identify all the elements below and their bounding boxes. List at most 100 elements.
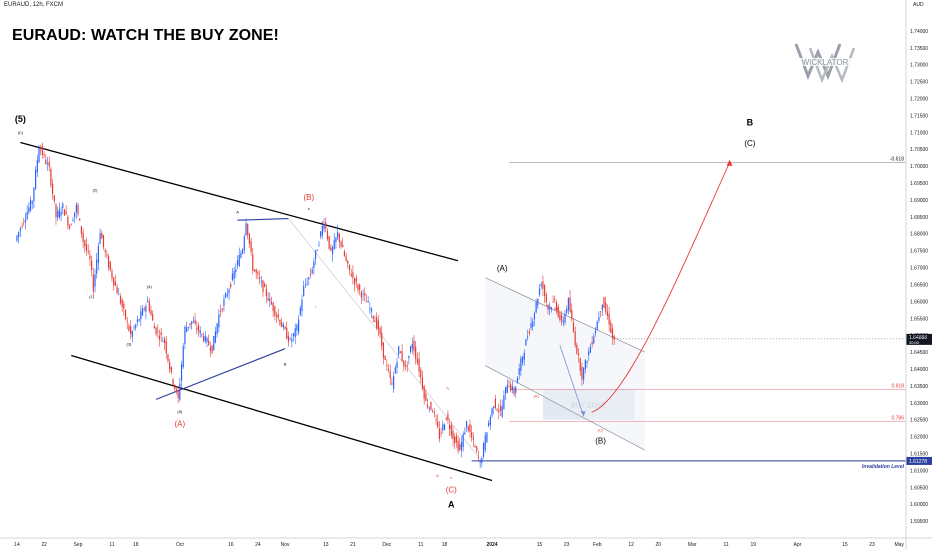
candle-body bbox=[153, 325, 155, 329]
candle-body bbox=[491, 408, 493, 416]
candle-body bbox=[236, 260, 239, 265]
y-tick-label: 1.59500 bbox=[910, 519, 928, 525]
candle-body bbox=[36, 160, 38, 173]
candle-body bbox=[443, 424, 446, 431]
candle-body bbox=[360, 291, 362, 298]
candle-body bbox=[603, 297, 605, 308]
candle-body bbox=[287, 335, 290, 342]
candle-body bbox=[123, 303, 125, 309]
candle-body bbox=[106, 254, 108, 256]
candle-body bbox=[367, 301, 369, 303]
candle-body bbox=[372, 316, 374, 319]
candle-body bbox=[421, 377, 424, 389]
y-tick-label: 1.71000 bbox=[910, 130, 928, 136]
candle-body bbox=[600, 311, 602, 313]
candle-body bbox=[169, 362, 171, 370]
candle-body bbox=[496, 409, 498, 411]
projection-leg-down bbox=[559, 345, 585, 417]
candle-body bbox=[284, 327, 286, 329]
y-tick-label: 1.65500 bbox=[910, 316, 928, 322]
chart-title: EURAUD: WATCH THE BUY ZONE! bbox=[12, 27, 279, 44]
candle-body bbox=[267, 298, 269, 301]
candle-body bbox=[311, 269, 313, 274]
projection-leg-arrow bbox=[580, 411, 586, 417]
candle-body bbox=[304, 284, 306, 286]
candle-body bbox=[147, 300, 149, 303]
candle-body bbox=[494, 398, 497, 409]
candle-body bbox=[50, 169, 52, 186]
projection-arrowhead bbox=[726, 159, 733, 166]
wave-label: (4) bbox=[147, 284, 153, 289]
candle-body bbox=[314, 250, 317, 259]
wave-label: (C) bbox=[744, 139, 755, 148]
candle-body bbox=[160, 332, 162, 336]
correction-lower-line bbox=[485, 365, 645, 451]
triangle-diagonal-line bbox=[288, 218, 479, 458]
wave-label: (B) bbox=[303, 193, 314, 202]
x-tick-label: 18 bbox=[442, 542, 448, 548]
candle-body bbox=[65, 211, 67, 215]
candle-body bbox=[594, 330, 597, 334]
y-tick-label: 1.68500 bbox=[910, 215, 928, 221]
candle-body bbox=[155, 327, 157, 335]
candle-body bbox=[552, 301, 554, 303]
candle-body bbox=[560, 314, 563, 322]
candle-body bbox=[303, 285, 305, 296]
candle-body bbox=[445, 418, 447, 420]
x-tick-label: 19 bbox=[751, 542, 757, 548]
candle-body bbox=[75, 204, 77, 213]
candle-body bbox=[77, 204, 79, 214]
candle-body bbox=[313, 261, 315, 268]
candle-body bbox=[513, 388, 515, 395]
candle-body bbox=[119, 295, 122, 304]
candle-body bbox=[94, 274, 96, 287]
candle-body bbox=[60, 212, 62, 216]
wave-label: (2) bbox=[93, 187, 99, 192]
candle-body bbox=[442, 424, 444, 430]
candle-body bbox=[113, 277, 115, 286]
candle-body bbox=[571, 309, 573, 320]
wave-label: i bbox=[315, 304, 316, 309]
candle-body bbox=[53, 195, 55, 202]
candle-body bbox=[84, 240, 86, 247]
candle-body bbox=[353, 278, 356, 285]
candle-body bbox=[476, 446, 478, 451]
candle-body bbox=[28, 207, 30, 213]
candle-body bbox=[189, 323, 191, 325]
wave-label: (3) bbox=[126, 341, 132, 346]
candle-body bbox=[482, 443, 485, 457]
candle-body bbox=[386, 364, 388, 366]
x-tick-label: 12 bbox=[628, 542, 634, 548]
candle-body bbox=[596, 321, 598, 331]
y-tick-label: 1.69000 bbox=[910, 198, 928, 204]
y-tick-label: 1.69500 bbox=[910, 181, 928, 187]
candle-body bbox=[163, 338, 166, 344]
candle-body bbox=[369, 308, 371, 309]
candle-body bbox=[503, 395, 505, 409]
y-tick-label: 1.61000 bbox=[910, 468, 928, 474]
candle-body bbox=[583, 367, 585, 380]
wave-label: (5) bbox=[177, 409, 183, 414]
correction-channel-fill bbox=[485, 277, 645, 451]
y-tick-label: 1.62500 bbox=[910, 418, 928, 424]
y-tick-label: 1.64500 bbox=[910, 350, 928, 356]
wave-label: A bbox=[448, 500, 455, 510]
wave-label: A bbox=[236, 209, 239, 214]
last-price-tag bbox=[906, 333, 932, 345]
candle-body bbox=[396, 362, 398, 368]
candle-body bbox=[515, 386, 517, 393]
candle-body bbox=[389, 371, 391, 378]
candle-body bbox=[211, 345, 213, 353]
candle-body bbox=[425, 393, 427, 402]
candle-body bbox=[337, 231, 339, 238]
candle-body bbox=[486, 432, 488, 443]
projection-layer bbox=[559, 159, 733, 417]
candle-body bbox=[143, 308, 145, 310]
candle-body bbox=[306, 283, 308, 285]
candle-body bbox=[130, 325, 132, 335]
symbol-label: EURAUD, 12h, FXCM bbox=[4, 2, 64, 8]
candle-body bbox=[408, 355, 410, 359]
candle-body bbox=[415, 346, 417, 359]
candle-body bbox=[235, 269, 237, 273]
